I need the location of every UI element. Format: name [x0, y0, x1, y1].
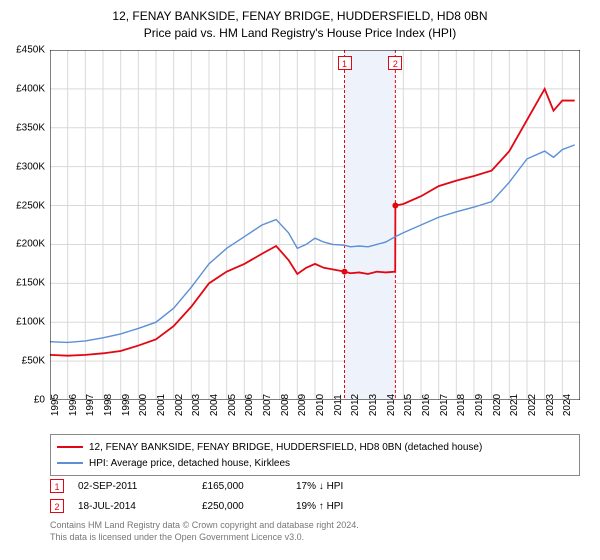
x-tick-label: 2014 [386, 394, 397, 416]
sales-table: 1 02-SEP-2011 £165,000 17% ↓ HPI 2 18-JUL-201… [50, 476, 580, 516]
chart-svg [50, 50, 580, 400]
x-tick-label: 2013 [368, 394, 379, 416]
x-tick-label: 1999 [121, 394, 132, 416]
chart-container: 12, FENAY BANKSIDE, FENAY BRIDGE, HUDDER… [0, 0, 600, 560]
title-line2: Price paid vs. HM Land Registry's House … [0, 25, 600, 42]
x-tick-label: 1996 [68, 394, 79, 416]
y-tick-label: £450K [16, 45, 45, 56]
x-tick-label: 2009 [297, 394, 308, 416]
x-tick-label: 2004 [209, 394, 220, 416]
legend-swatch [57, 462, 83, 464]
sale-marker: 2 [50, 499, 64, 513]
title-block: 12, FENAY BANKSIDE, FENAY BRIDGE, HUDDER… [0, 0, 600, 42]
sale-row: 1 02-SEP-2011 £165,000 17% ↓ HPI [50, 476, 580, 496]
y-tick-label: £300K [16, 161, 45, 172]
sale-date: 18-JUL-2014 [78, 501, 188, 512]
x-tick-label: 2002 [174, 394, 185, 416]
x-tick-label: 2007 [262, 394, 273, 416]
x-tick-label: 2018 [456, 394, 467, 416]
sale-hpi: 17% ↓ HPI [296, 481, 376, 492]
x-tick-label: 1997 [85, 394, 96, 416]
sale-price: £165,000 [202, 481, 282, 492]
y-tick-label: £200K [16, 239, 45, 250]
x-tick-label: 2023 [545, 394, 556, 416]
sale-date: 02-SEP-2011 [78, 481, 188, 492]
x-tick-label: 2021 [509, 394, 520, 416]
x-tick-label: 2022 [527, 394, 538, 416]
y-tick-label: £350K [16, 122, 45, 133]
x-tick-label: 2011 [333, 394, 344, 416]
x-tick-label: 2020 [492, 394, 503, 416]
x-tick-label: 2015 [403, 394, 414, 416]
shade-marker: 1 [338, 56, 352, 70]
legend-row: HPI: Average price, detached house, Kirk… [57, 455, 573, 471]
legend-label: 12, FENAY BANKSIDE, FENAY BRIDGE, HUDDER… [89, 442, 482, 453]
x-tick-label: 1995 [50, 394, 61, 416]
legend-row: 12, FENAY BANKSIDE, FENAY BRIDGE, HUDDER… [57, 439, 573, 455]
legend-label: HPI: Average price, detached house, Kirk… [89, 458, 290, 469]
sale-price: £250,000 [202, 501, 282, 512]
y-tick-label: £100K [16, 317, 45, 328]
x-tick-label: 2003 [191, 394, 202, 416]
title-line1: 12, FENAY BANKSIDE, FENAY BRIDGE, HUDDER… [0, 8, 600, 25]
y-tick-label: £150K [16, 278, 45, 289]
x-tick-label: 2016 [421, 394, 432, 416]
x-tick-label: 2012 [350, 394, 361, 416]
footer: Contains HM Land Registry data © Crown c… [50, 520, 359, 543]
x-tick-label: 2000 [138, 394, 149, 416]
y-tick-label: £50K [22, 356, 45, 367]
sale-row: 2 18-JUL-2014 £250,000 19% ↑ HPI [50, 496, 580, 516]
footer-line2: This data is licensed under the Open Gov… [50, 532, 359, 544]
x-tick-label: 2005 [227, 394, 238, 416]
sale-marker: 1 [50, 479, 64, 493]
y-tick-label: £400K [16, 83, 45, 94]
x-tick-label: 2010 [315, 394, 326, 416]
x-tick-label: 2008 [280, 394, 291, 416]
x-tick-label: 2006 [244, 394, 255, 416]
x-tick-label: 2017 [439, 394, 450, 416]
x-tick-label: 2019 [474, 394, 485, 416]
x-tick-label: 1998 [103, 394, 114, 416]
y-tick-label: £0 [34, 395, 45, 406]
chart-area: £0£50K£100K£150K£200K£250K£300K£350K£400… [50, 50, 580, 400]
shade-marker: 2 [388, 56, 402, 70]
sale-hpi: 19% ↑ HPI [296, 501, 376, 512]
footer-line1: Contains HM Land Registry data © Crown c… [50, 520, 359, 532]
legend-swatch [57, 446, 83, 448]
x-tick-label: 2001 [156, 394, 167, 416]
x-tick-label: 2024 [562, 394, 573, 416]
legend: 12, FENAY BANKSIDE, FENAY BRIDGE, HUDDER… [50, 434, 580, 476]
y-tick-label: £250K [16, 200, 45, 211]
